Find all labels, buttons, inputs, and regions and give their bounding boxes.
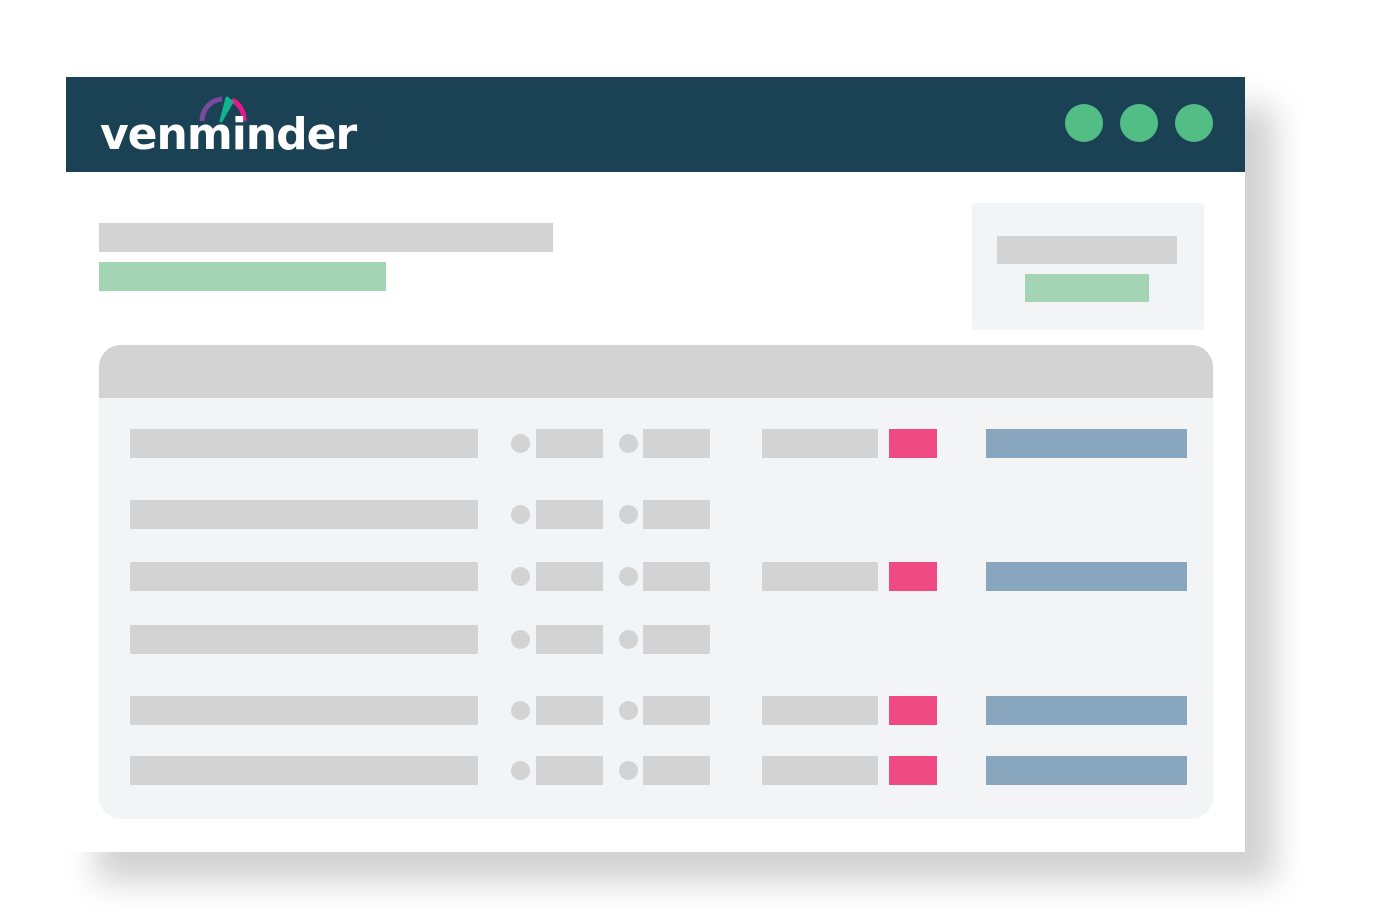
window-button-2[interactable] [1120, 104, 1158, 142]
row-name-placeholder [130, 429, 478, 458]
row-field-placeholder [643, 500, 710, 529]
status-dot-icon [511, 567, 530, 586]
row-field-placeholder [536, 500, 603, 529]
status-dot-icon [619, 434, 638, 453]
row-action-link[interactable] [986, 756, 1187, 785]
venminder-logo[interactable]: venminder [100, 91, 357, 161]
card-value-placeholder [1025, 274, 1149, 302]
row-field-placeholder [643, 756, 710, 785]
status-dot-icon [511, 630, 530, 649]
logo-text: venminder [100, 109, 357, 160]
status-dot-icon [619, 505, 638, 524]
row-field-placeholder [643, 429, 710, 458]
status-badge [889, 756, 937, 785]
status-dot-icon [511, 434, 530, 453]
table-header [99, 345, 1213, 398]
window-button-1[interactable] [1065, 104, 1103, 142]
row-name-placeholder [130, 625, 478, 654]
row-field-placeholder [536, 429, 603, 458]
status-dot-icon [619, 761, 638, 780]
row-field-placeholder [536, 625, 603, 654]
table-row[interactable] [99, 756, 1213, 785]
card-label-placeholder [997, 236, 1177, 264]
table-row[interactable] [99, 696, 1213, 725]
status-dot-icon [619, 701, 638, 720]
row-name-placeholder [130, 500, 478, 529]
status-dot-icon [511, 701, 530, 720]
row-field-placeholder [643, 625, 710, 654]
gauge-icon [199, 96, 247, 123]
status-badge [889, 562, 937, 591]
status-dot-icon [511, 761, 530, 780]
status-dot-icon [619, 567, 638, 586]
row-field-placeholder [536, 696, 603, 725]
row-date-placeholder [762, 756, 878, 785]
row-field-placeholder [643, 696, 710, 725]
subtitle-placeholder [99, 262, 386, 291]
row-name-placeholder [130, 756, 478, 785]
data-table [99, 345, 1213, 819]
table-row[interactable] [99, 429, 1213, 458]
table-row[interactable] [99, 500, 1213, 529]
status-dot-icon [511, 505, 530, 524]
row-field-placeholder [536, 562, 603, 591]
row-date-placeholder [762, 696, 878, 725]
status-badge [889, 696, 937, 725]
row-action-link[interactable] [986, 562, 1187, 591]
row-action-link[interactable] [986, 429, 1187, 458]
title-placeholder [99, 223, 553, 252]
row-date-placeholder [762, 429, 878, 458]
row-date-placeholder [762, 562, 878, 591]
row-field-placeholder [536, 756, 603, 785]
row-name-placeholder [130, 562, 478, 591]
table-row[interactable] [99, 562, 1213, 591]
status-badge [889, 429, 937, 458]
window-button-3[interactable] [1175, 104, 1213, 142]
app-window: venminder [66, 77, 1245, 852]
table-row[interactable] [99, 625, 1213, 654]
status-dot-icon [619, 630, 638, 649]
row-action-link[interactable] [986, 696, 1187, 725]
header-bar: venminder [66, 77, 1245, 172]
row-field-placeholder [643, 562, 710, 591]
summary-card [972, 203, 1204, 330]
row-name-placeholder [130, 696, 478, 725]
